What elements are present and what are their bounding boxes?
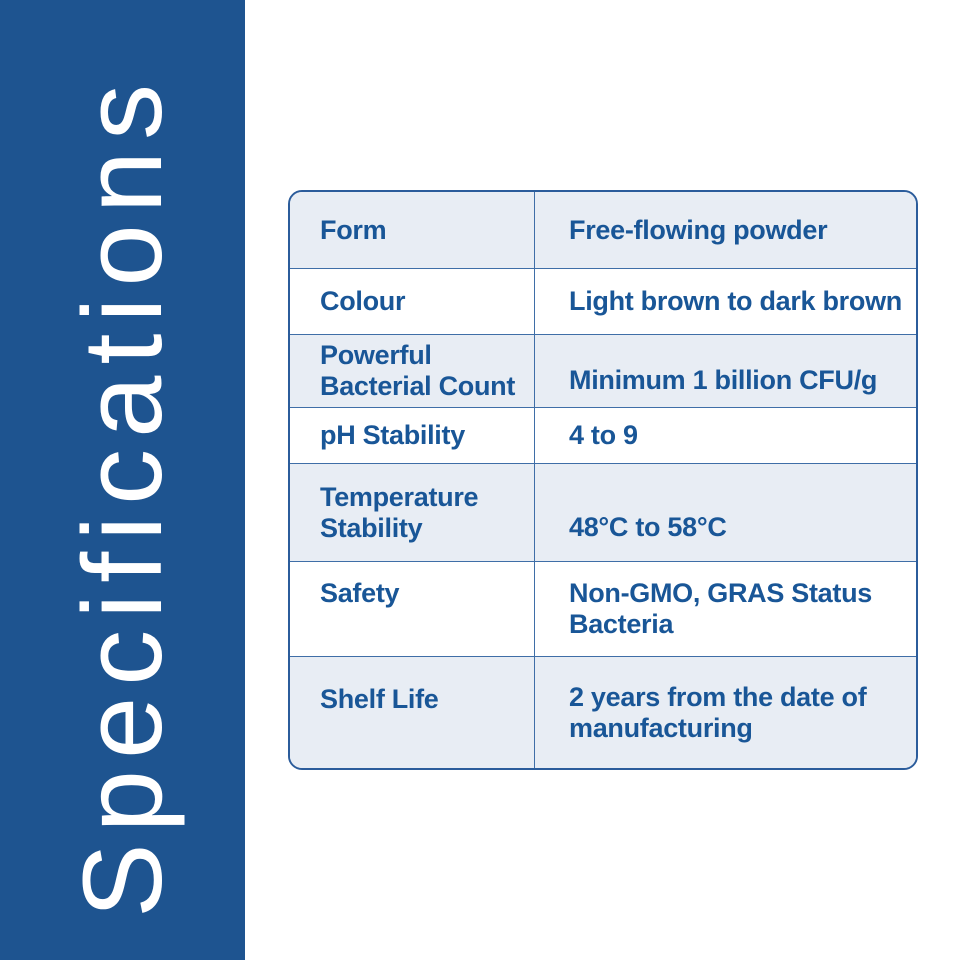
spec-row-temperature-stability: Temperature Stability 48°C to 58°C — [290, 463, 916, 561]
spec-row-safety: Safety Non-GMO, GRAS Status Bacteria — [290, 561, 916, 656]
spec-label-text: pH Stability — [320, 420, 465, 450]
spec-label: Temperature Stability — [290, 464, 534, 561]
spec-value-text: manufacturing — [569, 712, 753, 743]
spec-label-text: Shelf Life — [320, 684, 439, 714]
specifications-table: Form Free-flowing powder Colour Light br… — [288, 190, 918, 770]
spec-label-text: Colour — [320, 286, 406, 316]
spec-value-text: 2 years from the date of — [569, 681, 867, 712]
spec-value: 2 years from the date of manufacturing — [534, 657, 916, 768]
spec-label-text: Temperature — [320, 481, 479, 512]
spec-label-text: Form — [320, 214, 387, 245]
spec-value: 4 to 9 — [534, 408, 916, 463]
spec-value: 48°C to 58°C — [534, 464, 916, 561]
spec-label: pH Stability — [290, 408, 534, 463]
spec-label: Powerful Bacterial Count — [290, 335, 534, 407]
spec-value-text: Minimum 1 billion CFU/g — [569, 365, 878, 395]
spec-label-text: Bacterial Count — [320, 371, 516, 401]
spec-row-colour: Colour Light brown to dark brown — [290, 268, 916, 334]
specifications-banner: Specifications — [0, 0, 245, 960]
spec-value-text: Free-flowing powder — [569, 214, 828, 245]
spec-label: Shelf Life — [290, 657, 534, 768]
spec-label-text: Stability — [320, 512, 423, 543]
spec-label: Colour — [290, 269, 534, 334]
banner-title: Specifications — [60, 72, 185, 918]
spec-value-text: Light brown to dark brown — [569, 286, 902, 316]
spec-label: Form — [290, 192, 534, 268]
spec-value: Non-GMO, GRAS Status Bacteria — [534, 562, 916, 656]
spec-label-text: Safety — [320, 578, 400, 608]
spec-value-text: Bacteria — [569, 609, 674, 639]
spec-row-form: Form Free-flowing powder — [290, 192, 916, 268]
spec-value: Free-flowing powder — [534, 192, 916, 268]
spec-value: Light brown to dark brown — [534, 269, 916, 334]
spec-row-bacterial-count: Powerful Bacterial Count Minimum 1 billi… — [290, 334, 916, 407]
spec-row-shelf-life: Shelf Life 2 years from the date of manu… — [290, 656, 916, 768]
spec-value-text: Non-GMO, GRAS Status — [569, 578, 872, 608]
spec-label-text: Powerful — [320, 340, 432, 370]
spec-row-ph-stability: pH Stability 4 to 9 — [290, 407, 916, 463]
spec-value: Minimum 1 billion CFU/g — [534, 335, 916, 407]
spec-value-text: 48°C to 58°C — [569, 512, 727, 542]
spec-label: Safety — [290, 562, 534, 656]
spec-value-text: 4 to 9 — [569, 420, 638, 450]
